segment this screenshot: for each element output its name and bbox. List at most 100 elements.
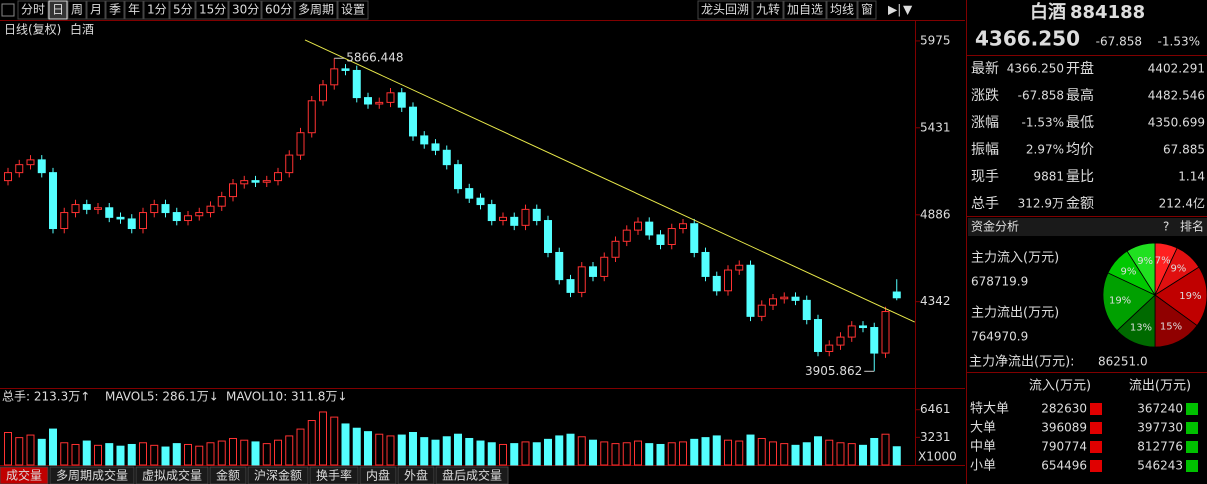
toolbar-label: 30分: [232, 3, 259, 17]
toolbar-button[interactable]: [86, 0, 106, 20]
y-tick-label: 5431: [920, 120, 951, 134]
volume-bar: [825, 439, 834, 466]
inflow-cell: 282630: [1041, 402, 1087, 416]
volume-bar: [26, 434, 35, 466]
bottom-tab-label: 沪深金额: [254, 468, 302, 483]
bottom-tab[interactable]: [135, 466, 209, 484]
stat-label: 量比: [1066, 169, 1094, 185]
candle-body: [172, 212, 181, 222]
toolbar-button[interactable]: [783, 0, 827, 20]
stat-value: 9881: [1033, 170, 1064, 184]
trendline: [304, 39, 915, 323]
volume-bar: [499, 443, 507, 466]
pie-slice: [1154, 294, 1198, 348]
candle-body: [409, 106, 417, 137]
volume-bar: [746, 434, 755, 466]
bottom-tab[interactable]: [0, 466, 49, 484]
toolbar-button[interactable]: [124, 0, 144, 20]
volume-bar: [364, 431, 372, 466]
toolbar-label: 均线: [830, 3, 854, 17]
volume-bar: [296, 428, 305, 466]
volume-bar: [217, 440, 226, 466]
rank-button[interactable]: 排名: [1180, 219, 1204, 234]
candle-body: [465, 188, 474, 199]
pie-label: 9%: [1170, 263, 1186, 274]
toolbar-button[interactable]: [697, 0, 753, 20]
volume-legend: MAVOL5: 286.1万↓: [105, 390, 219, 404]
candle-body: [566, 279, 575, 293]
toolbar-button[interactable]: [195, 0, 229, 20]
toolbar-button[interactable]: [105, 0, 125, 20]
volume-bar: [105, 443, 114, 466]
toolbar-button[interactable]: [67, 0, 87, 20]
menu-icon[interactable]: [1, 3, 15, 17]
toolbar-button[interactable]: [261, 0, 295, 20]
section-bar: [968, 218, 1207, 236]
candle-body: [386, 92, 395, 103]
stat-value: 67.885: [1163, 143, 1205, 157]
row-label: 大单: [970, 421, 996, 436]
volume-bar: [285, 435, 294, 466]
toolbar-button[interactable]: [857, 0, 877, 20]
bottom-tab[interactable]: [359, 466, 397, 484]
candle-body: [184, 215, 192, 222]
bottom-tab[interactable]: [397, 466, 435, 484]
bottom-tab[interactable]: [247, 466, 309, 484]
pie-slice: [1102, 272, 1156, 332]
volume-bar: [386, 435, 395, 466]
bottom-tab-label: 换手率: [316, 468, 352, 483]
volume-bar: [94, 444, 102, 466]
volume-bar: [127, 443, 136, 466]
candle-body: [611, 240, 620, 258]
next-icon[interactable]: ▶|: [888, 3, 901, 17]
volume-bar: [49, 428, 57, 466]
stat-value: 4350.699: [1148, 116, 1205, 130]
stat-label: 涨跌: [971, 88, 999, 104]
pie-label: 19%: [1179, 291, 1201, 302]
bottom-tab[interactable]: [435, 466, 509, 484]
toolbar-button[interactable]: [752, 0, 784, 20]
volume-bar: [82, 440, 91, 466]
bottom-tab[interactable]: [49, 466, 135, 484]
volume-bar: [881, 433, 890, 466]
dropdown-icon[interactable]: ▼: [903, 3, 913, 17]
toolbar-button[interactable]: [228, 0, 262, 20]
row-label: 小单: [970, 459, 996, 474]
stat-value: 212.4亿: [1159, 196, 1205, 211]
toolbar-button[interactable]: [337, 0, 369, 20]
candle-body: [251, 180, 260, 183]
toolbar-button[interactable]: [169, 0, 196, 20]
candle-body: [780, 296, 789, 300]
toolbar-button[interactable]: [48, 0, 68, 20]
inflow-value: 678719.9: [971, 275, 1028, 289]
candle-body: [791, 296, 800, 301]
volume-bar: [892, 446, 901, 466]
inflow-box: [1090, 422, 1102, 434]
candle-body: [544, 220, 552, 253]
volume-bar: [566, 433, 575, 466]
bottom-tab-label: 多周期成交量: [56, 468, 128, 483]
y-tick-label: 6461: [920, 402, 951, 416]
candle-body: [634, 221, 642, 231]
volume-bar: [397, 434, 406, 466]
candle-body: [397, 92, 406, 108]
row-label: 中单: [970, 440, 996, 455]
bottom-tab[interactable]: [309, 466, 359, 484]
toolbar-button[interactable]: [17, 0, 49, 20]
volume-bar: [690, 438, 699, 466]
candle-body: [825, 344, 834, 352]
help-button[interactable]: ?: [1163, 220, 1169, 234]
outflow-box: [1186, 460, 1198, 472]
annotation: 3905.862: [805, 364, 862, 378]
toolbar-button[interactable]: [826, 0, 858, 20]
volume-bar: [757, 437, 766, 466]
toolbar-button[interactable]: [143, 0, 170, 20]
candle-body: [127, 218, 136, 230]
volume-bar: [656, 443, 665, 466]
candle-body: [881, 311, 890, 354]
toolbar-button[interactable]: [294, 0, 338, 20]
stock-code: 884188: [1070, 2, 1145, 23]
bottom-tab[interactable]: [209, 466, 247, 484]
volume-bar: [634, 440, 642, 466]
